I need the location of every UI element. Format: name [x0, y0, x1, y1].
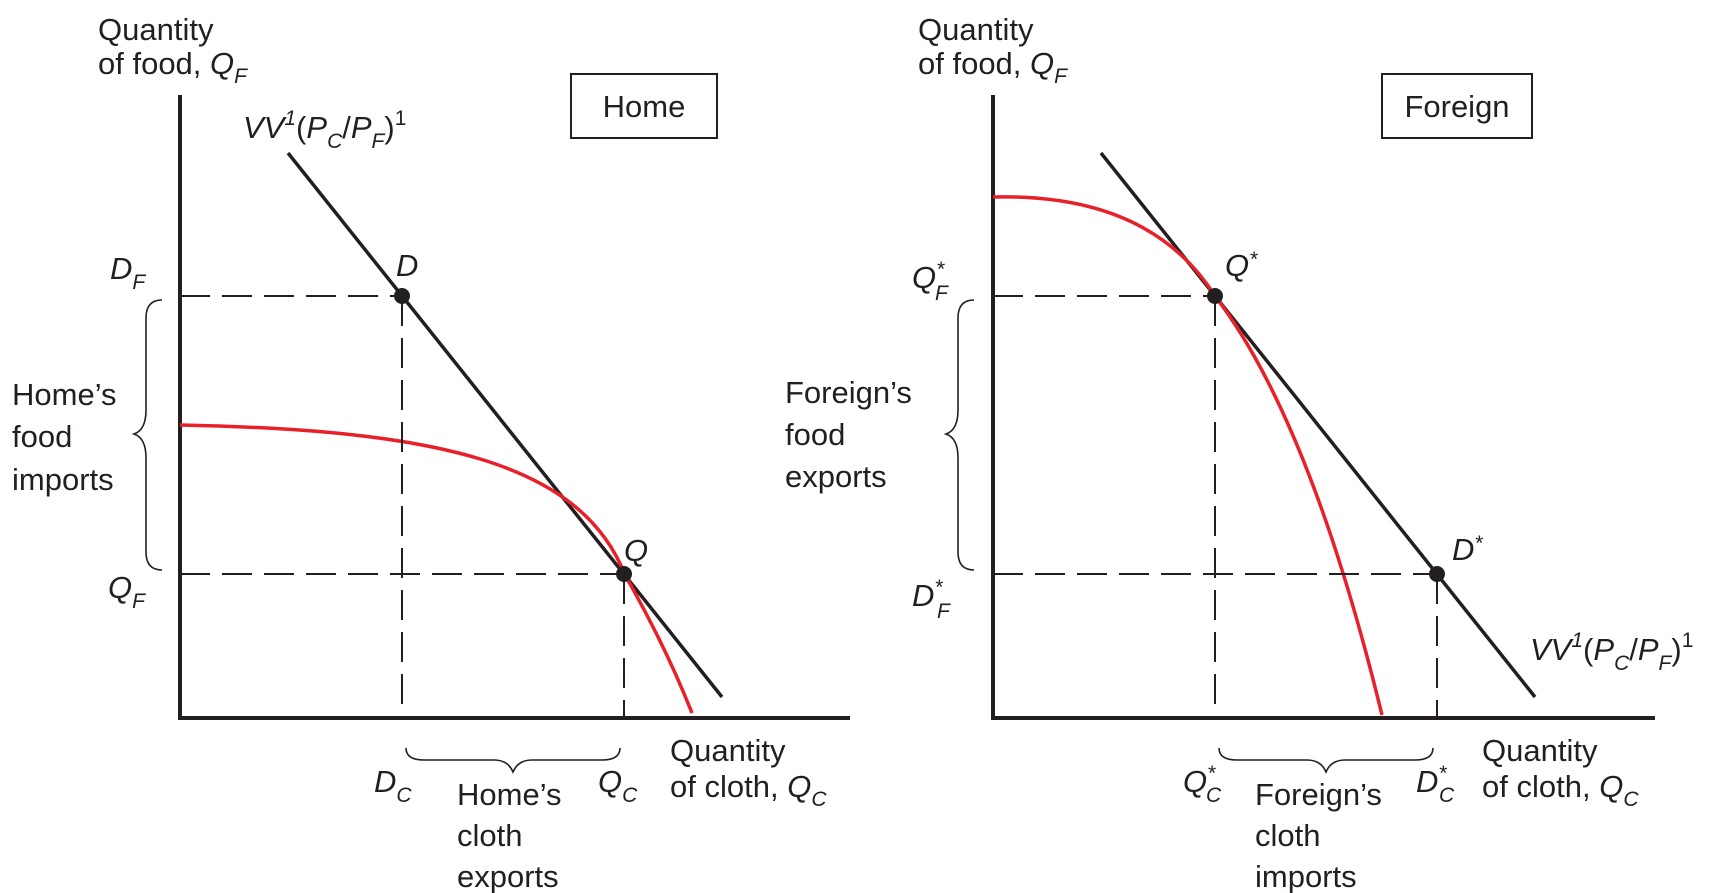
- foreign-budget-line: [1099, 151, 1537, 699]
- home-y-axis-label-line1: Quantity: [98, 12, 214, 47]
- home-tick-qf: QF: [108, 570, 146, 613]
- foreign-point-q-star-label: Q*: [1225, 248, 1258, 283]
- home-budget-line-label: VV1(PC/PF)1: [243, 107, 406, 153]
- foreign-title-box: [1381, 73, 1533, 139]
- foreign-tick-qc: Q* C: [1183, 762, 1222, 807]
- foreign-y-axis-label-line1: Quantity: [918, 12, 1034, 47]
- foreign-point-q-star: [1207, 288, 1223, 304]
- home-title-box: [570, 73, 718, 139]
- foreign-food-exports-line3: exports: [785, 459, 887, 494]
- home-point-q-label: Q: [624, 533, 648, 568]
- foreign-x-axis-label-line1: Quantity: [1482, 733, 1598, 768]
- home-cloth-exports-line2: cloth: [457, 818, 522, 853]
- foreign-cloth-imports-line3: imports: [1255, 859, 1357, 893]
- home-cloth-exports-brace: [405, 747, 621, 775]
- foreign-tick-qf: Q* F: [912, 258, 949, 305]
- home-x-axis-label-line2: of cloth, QC: [670, 769, 827, 811]
- home-y-axis-label-line2: of food, QF: [98, 46, 248, 88]
- home-tick-df: DF: [110, 251, 146, 294]
- foreign-cloth-imports-brace: [1218, 747, 1434, 775]
- home-panel: Quantity of food, QF Home VV1(PC/PF)1 D …: [12, 12, 850, 893]
- foreign-food-exports-brace: [943, 299, 975, 571]
- foreign-cloth-imports-line2: cloth: [1255, 818, 1320, 853]
- foreign-food-exports-line1: Foreign’s: [785, 375, 912, 410]
- foreign-budget-line-label: VV1(PC/PF)1: [1530, 629, 1693, 675]
- home-point-d-label: D: [396, 248, 418, 283]
- home-title: Home: [603, 89, 686, 124]
- foreign-cloth-imports-line1: Foreign’s: [1255, 777, 1382, 812]
- foreign-food-exports-line2: food: [785, 417, 845, 452]
- home-food-imports-brace: [131, 299, 163, 571]
- foreign-tick-df: D* F: [912, 576, 951, 623]
- foreign-point-d-star-label: D*: [1452, 532, 1483, 567]
- foreign-ppf-curve: [992, 195, 1384, 716]
- foreign-panel: Quantity of food, QF Foreign Q* D* Q* F D…: [785, 12, 1693, 893]
- foreign-y-axis-label-line2: of food, QF: [918, 46, 1068, 88]
- home-budget-line: [286, 151, 724, 699]
- home-x-axis-label-line1: Quantity: [670, 733, 786, 768]
- home-cloth-exports-line3: exports: [457, 859, 559, 893]
- home-point-q: [616, 566, 632, 582]
- home-tick-qc: QC: [598, 764, 638, 807]
- foreign-point-d-star: [1429, 566, 1445, 582]
- home-food-imports-line2: food: [12, 419, 72, 454]
- home-ppf-curve: [179, 423, 694, 714]
- foreign-axes: [991, 95, 1655, 720]
- foreign-x-axis-label-line2: of cloth, QC: [1482, 769, 1639, 811]
- home-food-imports-line3: imports: [12, 462, 114, 497]
- home-tick-dc: DC: [374, 764, 412, 807]
- home-axes: [178, 95, 850, 720]
- home-cloth-exports-line1: Home’s: [457, 777, 562, 812]
- home-food-imports-line1: Home’s: [12, 377, 117, 412]
- foreign-title: Foreign: [1404, 89, 1509, 124]
- foreign-tick-dc: D* C: [1416, 762, 1455, 807]
- home-point-d: [394, 288, 410, 304]
